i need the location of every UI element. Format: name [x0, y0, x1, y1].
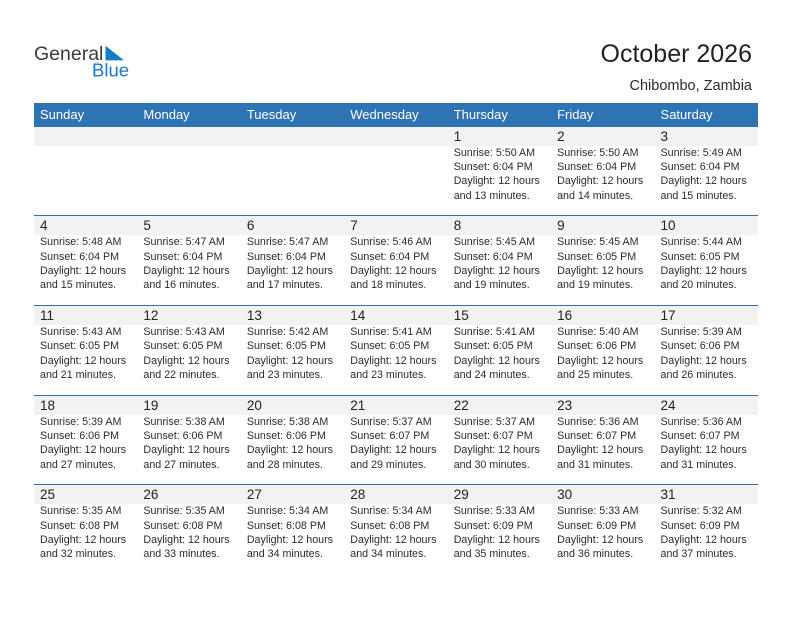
svg-text:Blue: Blue: [92, 60, 129, 81]
